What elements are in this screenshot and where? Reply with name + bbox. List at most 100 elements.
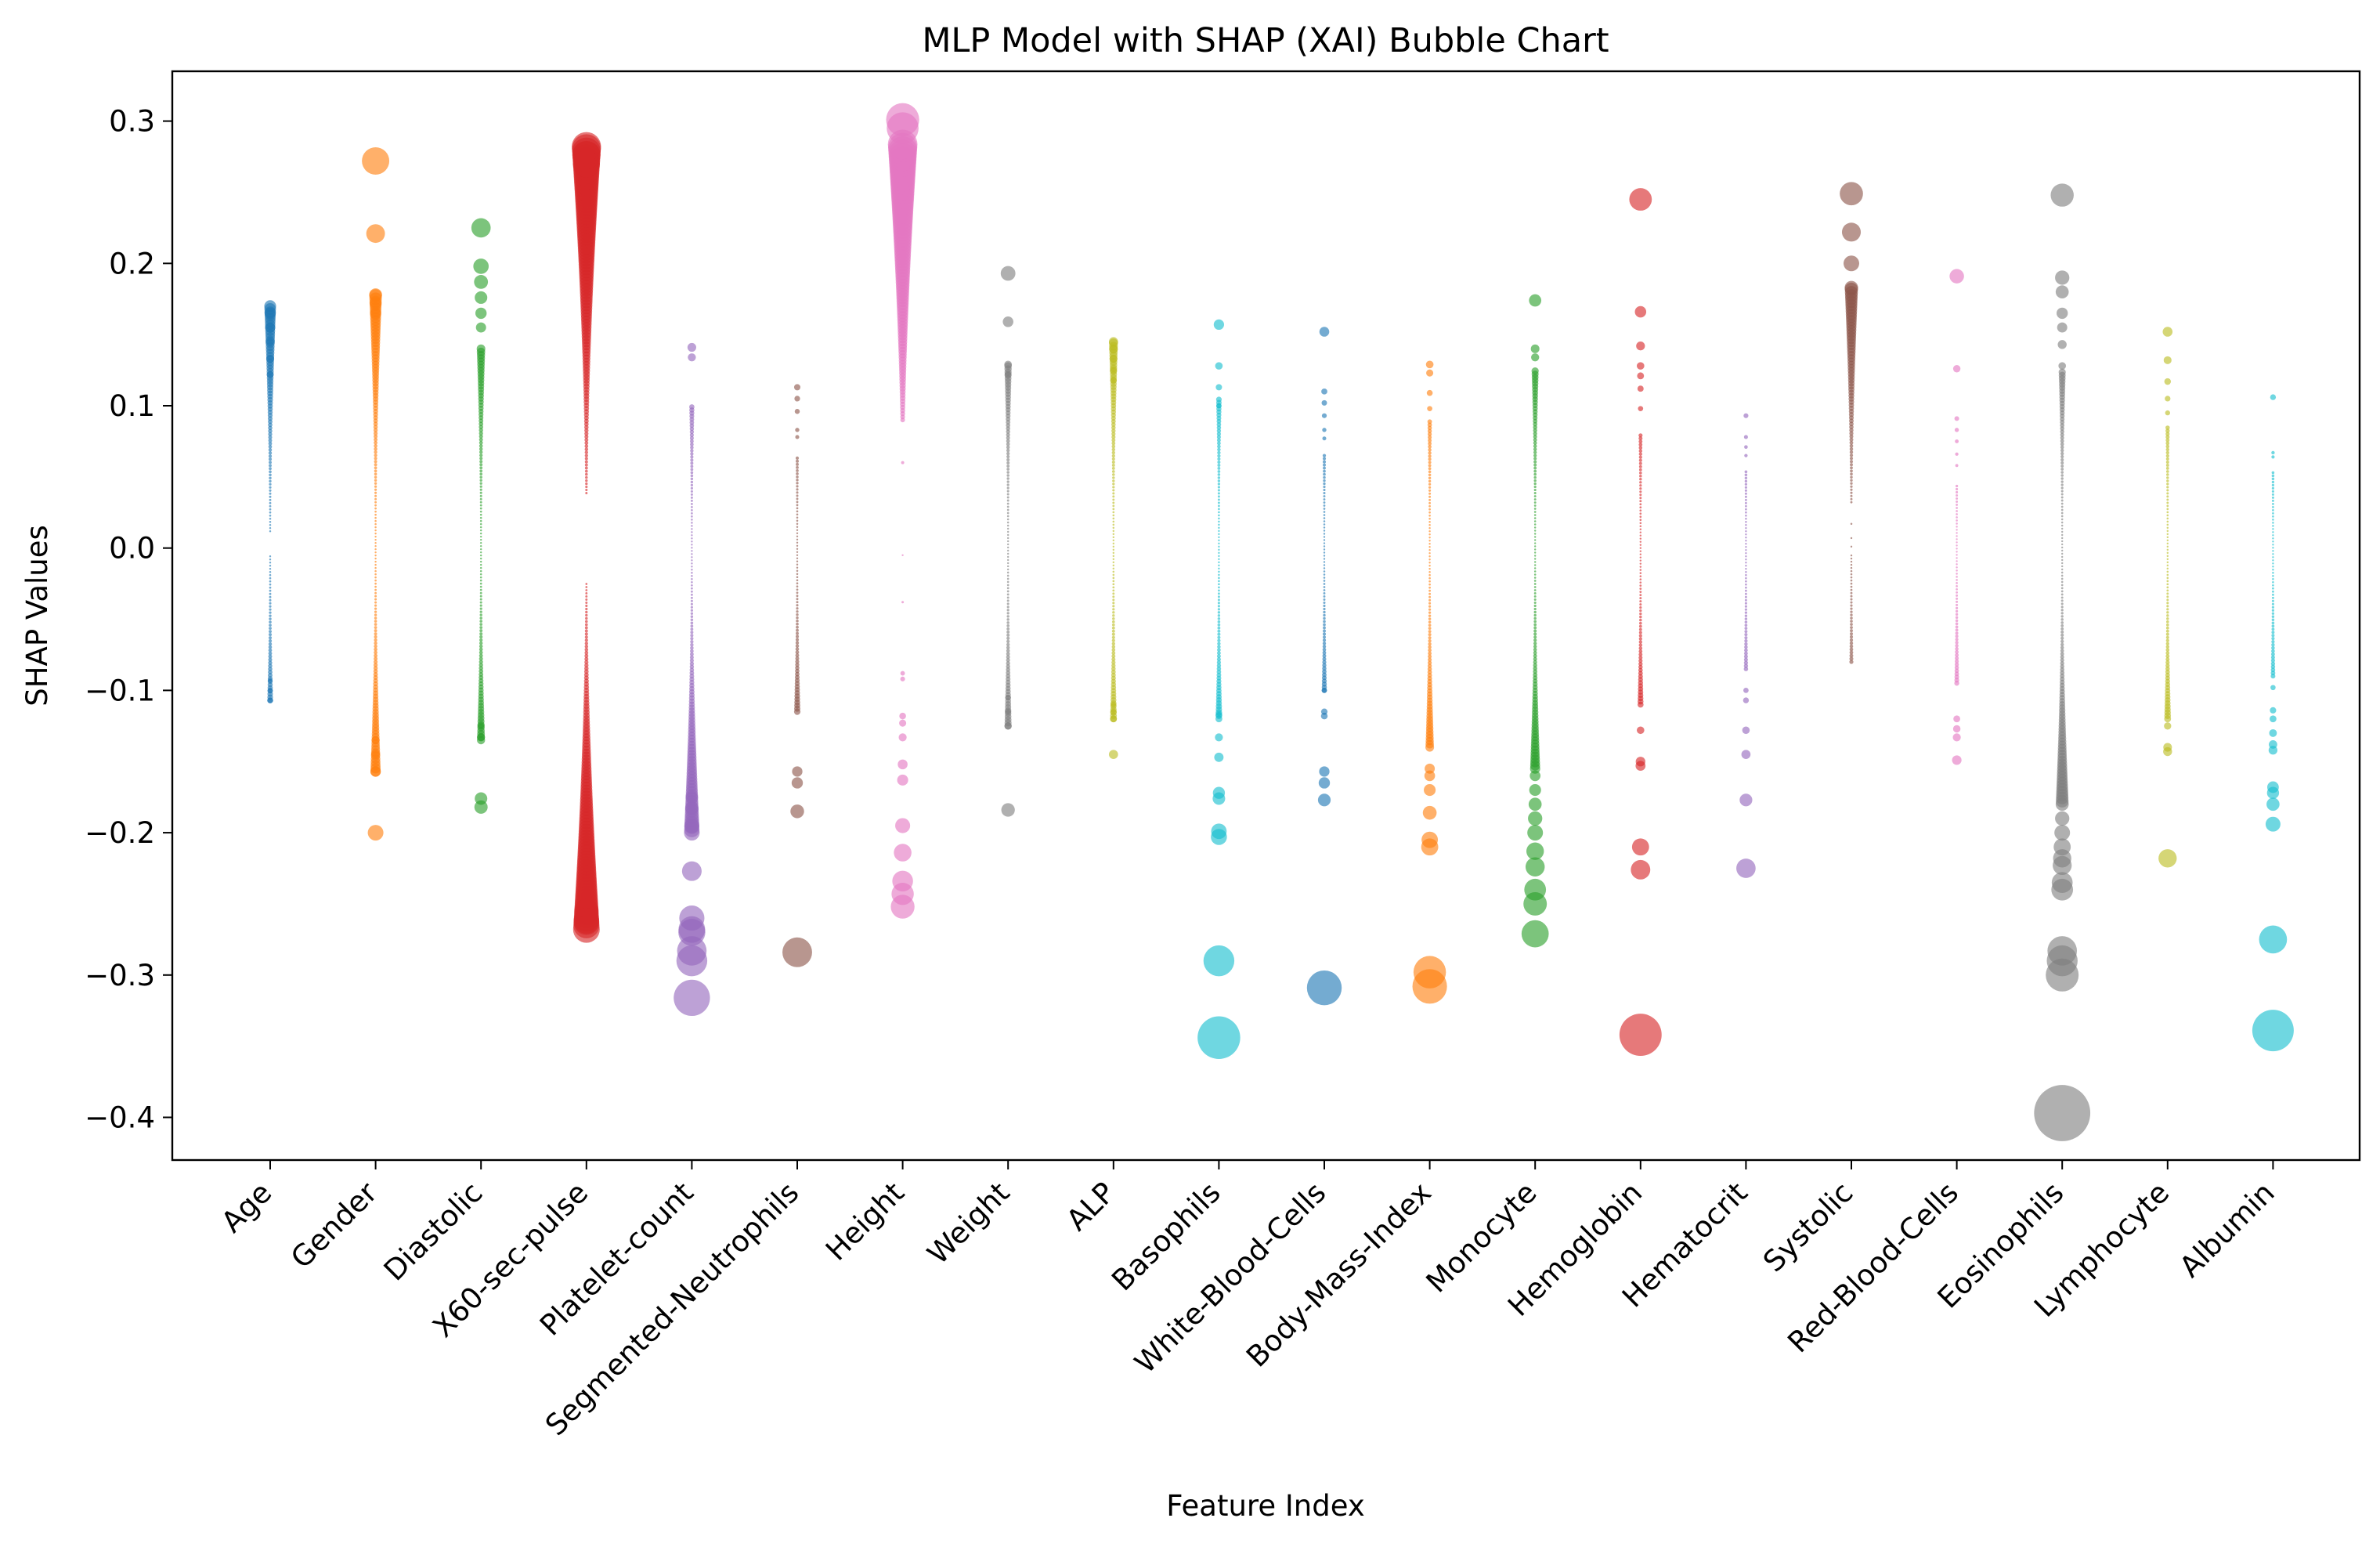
data-point: [268, 654, 273, 659]
data-point: [374, 463, 377, 467]
data-point: [1428, 611, 1432, 614]
data-point: [374, 475, 377, 479]
data-point: [584, 435, 589, 439]
data-point: [1638, 464, 1642, 468]
data-point: [1533, 663, 1537, 668]
data-point: [1631, 859, 1651, 880]
data-point: [1322, 656, 1327, 661]
data-point: [269, 504, 272, 508]
data-point: [1111, 454, 1115, 458]
data-point: [2166, 561, 2169, 564]
data-point: [1427, 422, 1432, 428]
data-point: [1639, 578, 1642, 580]
data-point: [2271, 455, 2275, 459]
data-point: [2272, 537, 2274, 540]
data-point: [691, 544, 693, 546]
data-point: [689, 658, 694, 663]
data-point: [1111, 669, 1116, 674]
data-point: [1956, 519, 1958, 522]
data-point: [1956, 522, 1958, 525]
data-point: [1112, 548, 1115, 551]
data-point: [374, 479, 377, 482]
data-point: [795, 634, 800, 638]
data-point: [2061, 546, 2064, 549]
data-point: [1850, 488, 1853, 491]
data-point: [374, 535, 377, 538]
data-point: [795, 663, 800, 667]
data-point: [690, 612, 694, 615]
data-point: [1744, 483, 1748, 486]
data-point: [374, 647, 377, 652]
data-point: [1218, 520, 1220, 523]
data-point: [584, 656, 589, 661]
data-point: [796, 573, 799, 576]
data-point: [1319, 327, 1330, 337]
data-point: [796, 604, 799, 607]
series-systolic: [1840, 182, 1863, 664]
data-point: [1744, 636, 1748, 640]
data-point: [1639, 544, 1642, 546]
data-point: [1428, 633, 1432, 637]
data-point: [2060, 436, 2064, 440]
data-point: [894, 844, 912, 862]
data-point: [1218, 508, 1220, 511]
data-point: [2060, 477, 2064, 480]
data-point: [1955, 649, 1959, 654]
data-point: [1112, 608, 1115, 611]
data-point: [374, 507, 377, 510]
data-point: [373, 660, 378, 664]
data-point: [1744, 614, 1748, 617]
data-point: [1110, 701, 1117, 708]
data-point: [1849, 656, 1854, 661]
data-point: [900, 676, 905, 681]
data-point: [374, 626, 377, 629]
data-point: [479, 623, 483, 626]
data-point: [1639, 556, 1642, 558]
data-point: [690, 452, 694, 456]
data-point: [2166, 539, 2169, 542]
data-point: [1217, 454, 1221, 458]
data-point: [685, 790, 699, 804]
data-point: [1111, 463, 1115, 467]
data-point: [584, 450, 588, 454]
data-point: [268, 457, 273, 461]
data-point: [1956, 504, 1959, 506]
data-point: [689, 436, 694, 440]
data-point: [1428, 552, 1431, 555]
data-point: [585, 610, 588, 614]
data-point: [1428, 595, 1432, 598]
data-point: [1428, 564, 1431, 567]
data-point: [1004, 370, 1012, 378]
data-point: [2166, 551, 2169, 555]
data-point: [1850, 591, 1853, 595]
data-point: [268, 441, 273, 446]
data-point: [479, 569, 482, 573]
data-point: [1428, 642, 1432, 646]
data-point: [2272, 559, 2274, 562]
data-point: [1006, 543, 1009, 546]
data-point: [1111, 438, 1116, 443]
data-point: [1745, 586, 1747, 589]
data-point: [1006, 471, 1010, 474]
data-point: [2165, 648, 2170, 652]
data-point: [1112, 580, 1115, 583]
data-point: [374, 494, 377, 497]
data-point: [2272, 509, 2274, 511]
data-point: [1956, 551, 1958, 553]
data-point: [479, 431, 483, 436]
series-albumin: [2252, 394, 2294, 1052]
data-point: [2060, 540, 2064, 543]
data-point: [1533, 444, 1537, 448]
data-point: [374, 598, 377, 601]
data-point: [1217, 450, 1221, 455]
data-point: [269, 570, 272, 573]
data-point: [899, 719, 907, 727]
data-point: [1322, 672, 1327, 678]
data-point: [374, 548, 377, 551]
data-point: [1629, 188, 1652, 211]
data-point: [2165, 457, 2169, 461]
data-point: [479, 632, 483, 636]
data-point: [1322, 669, 1327, 674]
data-point: [1323, 573, 1326, 576]
data-point: [1006, 615, 1009, 618]
